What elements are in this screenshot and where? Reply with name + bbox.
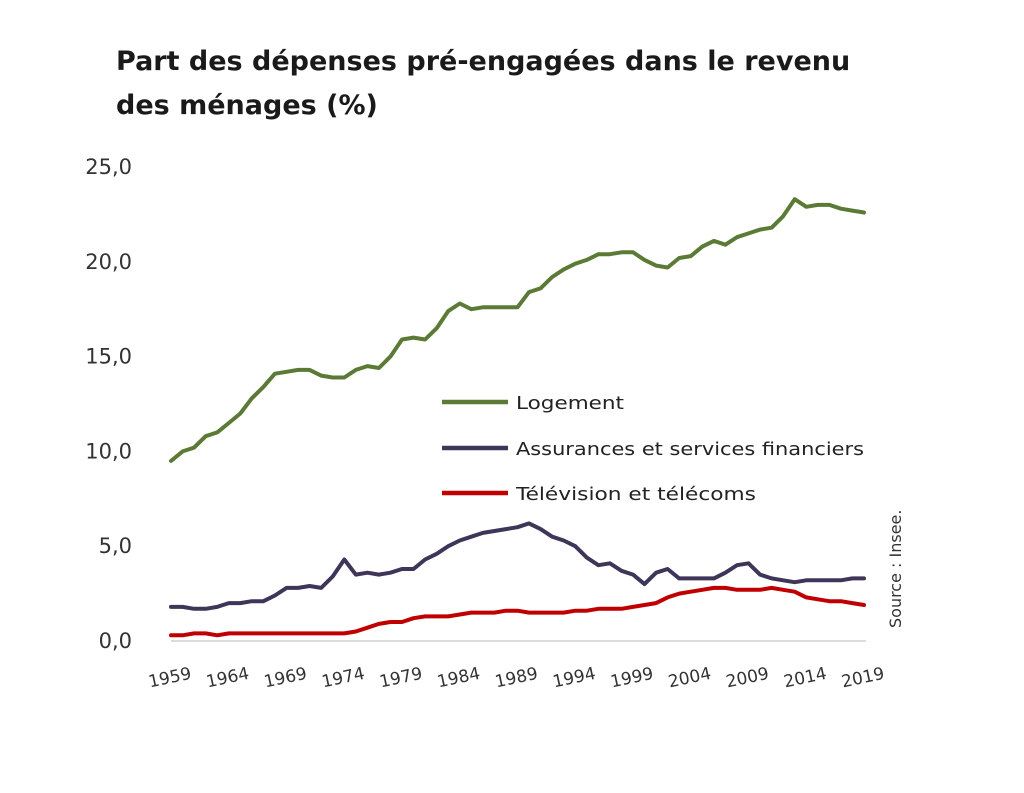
y-tick-label: 25,0 bbox=[85, 155, 132, 179]
x-tick-label: 1979 bbox=[378, 664, 424, 693]
x-tick-label: 2014 bbox=[782, 664, 828, 693]
y-tick-label: 5,0 bbox=[99, 534, 132, 558]
x-tick-label: 2019 bbox=[840, 664, 886, 693]
legend-label: Télévision et télécoms bbox=[515, 484, 756, 505]
x-tick-label: 1969 bbox=[262, 664, 308, 693]
y-tick-label: 10,0 bbox=[85, 439, 132, 463]
x-axis-ticks: 1959 1964 1969 1974 1979 1984 1989 1994 1999 2004… bbox=[147, 664, 886, 693]
x-tick-label: 1994 bbox=[551, 664, 597, 693]
x-tick-label: 1964 bbox=[204, 664, 250, 693]
series-line-2 bbox=[169, 585, 866, 638]
x-tick-label: 1984 bbox=[435, 664, 481, 693]
y-tick-label: 0,0 bbox=[99, 629, 132, 653]
x-tick-label: 2009 bbox=[724, 664, 770, 693]
series-line-0 bbox=[169, 197, 866, 463]
chart-title: Part des dépenses pré-engagées dans le r… bbox=[116, 46, 851, 121]
legend-label: Logement bbox=[516, 393, 624, 414]
y-tick-label: 20,0 bbox=[85, 250, 132, 274]
x-tick-label: 1989 bbox=[493, 664, 539, 693]
y-axis-ticks: 0,0 5,0 10,0 15,0 20,0 25,0 bbox=[85, 155, 132, 653]
legend-label: Assurances et services financiers bbox=[516, 439, 864, 460]
x-tick-label: 1999 bbox=[609, 664, 655, 693]
x-tick-label: 1959 bbox=[147, 664, 193, 693]
series-line-1 bbox=[169, 521, 866, 611]
x-tick-label: 2004 bbox=[666, 664, 712, 693]
y-tick-label: 15,0 bbox=[85, 345, 132, 369]
x-tick-label: 1974 bbox=[320, 664, 366, 693]
series-lines bbox=[169, 197, 866, 638]
legend: Logement Assurances et services financier… bbox=[442, 393, 864, 505]
source-note: Source : Insee. bbox=[886, 510, 905, 628]
